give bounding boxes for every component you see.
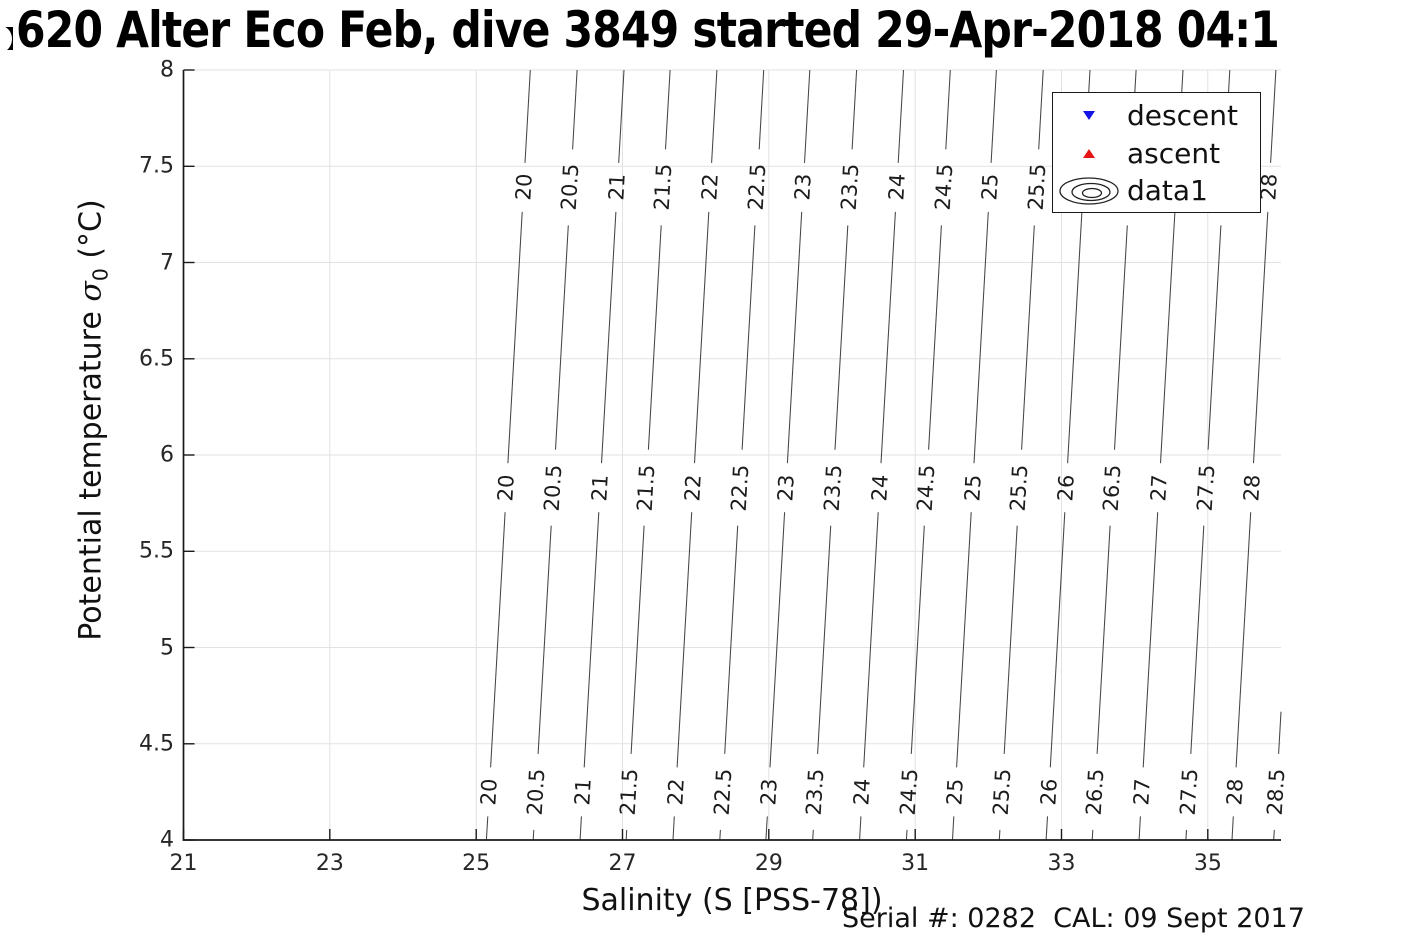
contour-label: 24.5: [930, 163, 957, 212]
legend-label-descent: descent: [1127, 99, 1238, 132]
contour-label: 20: [510, 173, 537, 202]
contour-ellipses-icon: [1053, 175, 1125, 207]
legend: descent ascent data1: [1052, 92, 1261, 213]
figure-title: 620 Alter Eco Feb, dive 3849 started 29-…: [16, 1, 1280, 59]
y-axis-label-text: Potential temperature: [73, 301, 109, 641]
contour-label: 21.5: [615, 767, 643, 816]
contour-label: 21.5: [632, 463, 660, 512]
contour-label: 24: [849, 777, 876, 806]
contour-label: 20.5: [539, 463, 567, 512]
contour-label: 27.5: [1192, 463, 1220, 512]
x-tick-label: 29: [754, 851, 783, 876]
contour-label: 24.5: [913, 463, 940, 512]
x-tick-label: 31: [901, 851, 930, 876]
contour-label: 23.5: [836, 163, 864, 212]
contour-label: 20.5: [522, 767, 550, 816]
y-tick-label: 6.5: [139, 346, 174, 372]
legend-label-data1: data1: [1127, 174, 1208, 207]
contour-label: 23: [773, 473, 799, 502]
contour-label: 20: [493, 473, 520, 502]
contour-label: 21.5: [650, 163, 677, 212]
contour-label: 28: [1239, 473, 1265, 502]
contour-label: 22.5: [726, 463, 754, 512]
descent-marker-icon: [1053, 100, 1125, 132]
y-tick-label: 5: [160, 635, 174, 660]
y-tick-label: 5.5: [139, 538, 174, 564]
contour-label: 24: [866, 473, 893, 502]
contour-label: 28.5: [1263, 767, 1290, 816]
contour-label: 24: [884, 173, 910, 202]
legend-label-ascent: ascent: [1127, 137, 1221, 170]
x-axis-label: Salinity (S [PSS-78]): [581, 883, 883, 918]
contour-label: 27: [1146, 473, 1172, 502]
contour-label: 26.5: [1081, 767, 1109, 816]
y-tick-label: 7: [160, 250, 174, 275]
contour-label: 23: [790, 173, 816, 202]
contour-label: 22: [680, 473, 706, 502]
contour-label: 27: [1129, 777, 1155, 806]
contour-label: 26: [1053, 473, 1079, 502]
contour-label: 21: [570, 777, 596, 806]
serial-cal-note: Serial #: 0282 CAL: 09 Sept 2017: [842, 903, 1305, 934]
legend-row-data1: data1: [1053, 175, 1260, 207]
contour-label: 22: [697, 173, 723, 202]
x-tick-label: 21: [169, 851, 198, 876]
y-tick-label: 4.5: [139, 731, 174, 757]
contour-label: 23.5: [819, 463, 847, 512]
ascent-marker-icon: [1053, 138, 1125, 170]
y-tick-label: 6: [160, 442, 174, 468]
y-tick-label: 4: [160, 827, 174, 853]
x-tick-label: 27: [608, 851, 637, 876]
x-tick-label: 25: [462, 851, 491, 876]
sigma-symbol: σ: [73, 281, 109, 302]
contour-label: 23: [755, 777, 782, 806]
y-tick-label: 8: [160, 57, 174, 83]
contour-label: 25.5: [1023, 163, 1050, 212]
contour-label: 25.5: [988, 767, 1016, 816]
contour-label: 25.5: [1006, 463, 1033, 512]
contour-label: 23.5: [802, 767, 829, 816]
legend-row-descent: descent: [1053, 100, 1260, 132]
contour-label: 25: [959, 473, 986, 502]
contour-label: 20: [476, 777, 502, 806]
contour-label: 21: [587, 473, 613, 502]
contour-label: 28: [1221, 777, 1248, 806]
contour-label: 26: [1036, 777, 1062, 806]
sigma-subscript: 0: [88, 268, 113, 282]
contour-label: 24.5: [895, 767, 923, 816]
contour-label: 26.5: [1098, 463, 1126, 512]
contour-label: 22.5: [709, 767, 736, 816]
contour-label: 25: [976, 173, 1003, 202]
x-tick-label: 33: [1047, 851, 1076, 876]
y-tick-label: 7.5: [139, 153, 174, 179]
contour-label: 21: [604, 173, 631, 202]
y-axis-label: Potential temperature σ0 (°C): [74, 199, 113, 640]
contour-label: 27.5: [1175, 767, 1202, 816]
y-axis-unit: (°C): [73, 199, 109, 269]
legend-row-ascent: ascent: [1053, 138, 1260, 170]
contour-label: 22.5: [743, 163, 771, 212]
x-tick-label: 35: [1193, 851, 1222, 876]
contour-label: 20.5: [557, 163, 584, 212]
x-tick-label: 23: [315, 851, 344, 876]
contour-label: 22: [662, 777, 689, 806]
contour-label: 25: [942, 777, 968, 806]
clipped-title-glyph: [0, 27, 13, 50]
